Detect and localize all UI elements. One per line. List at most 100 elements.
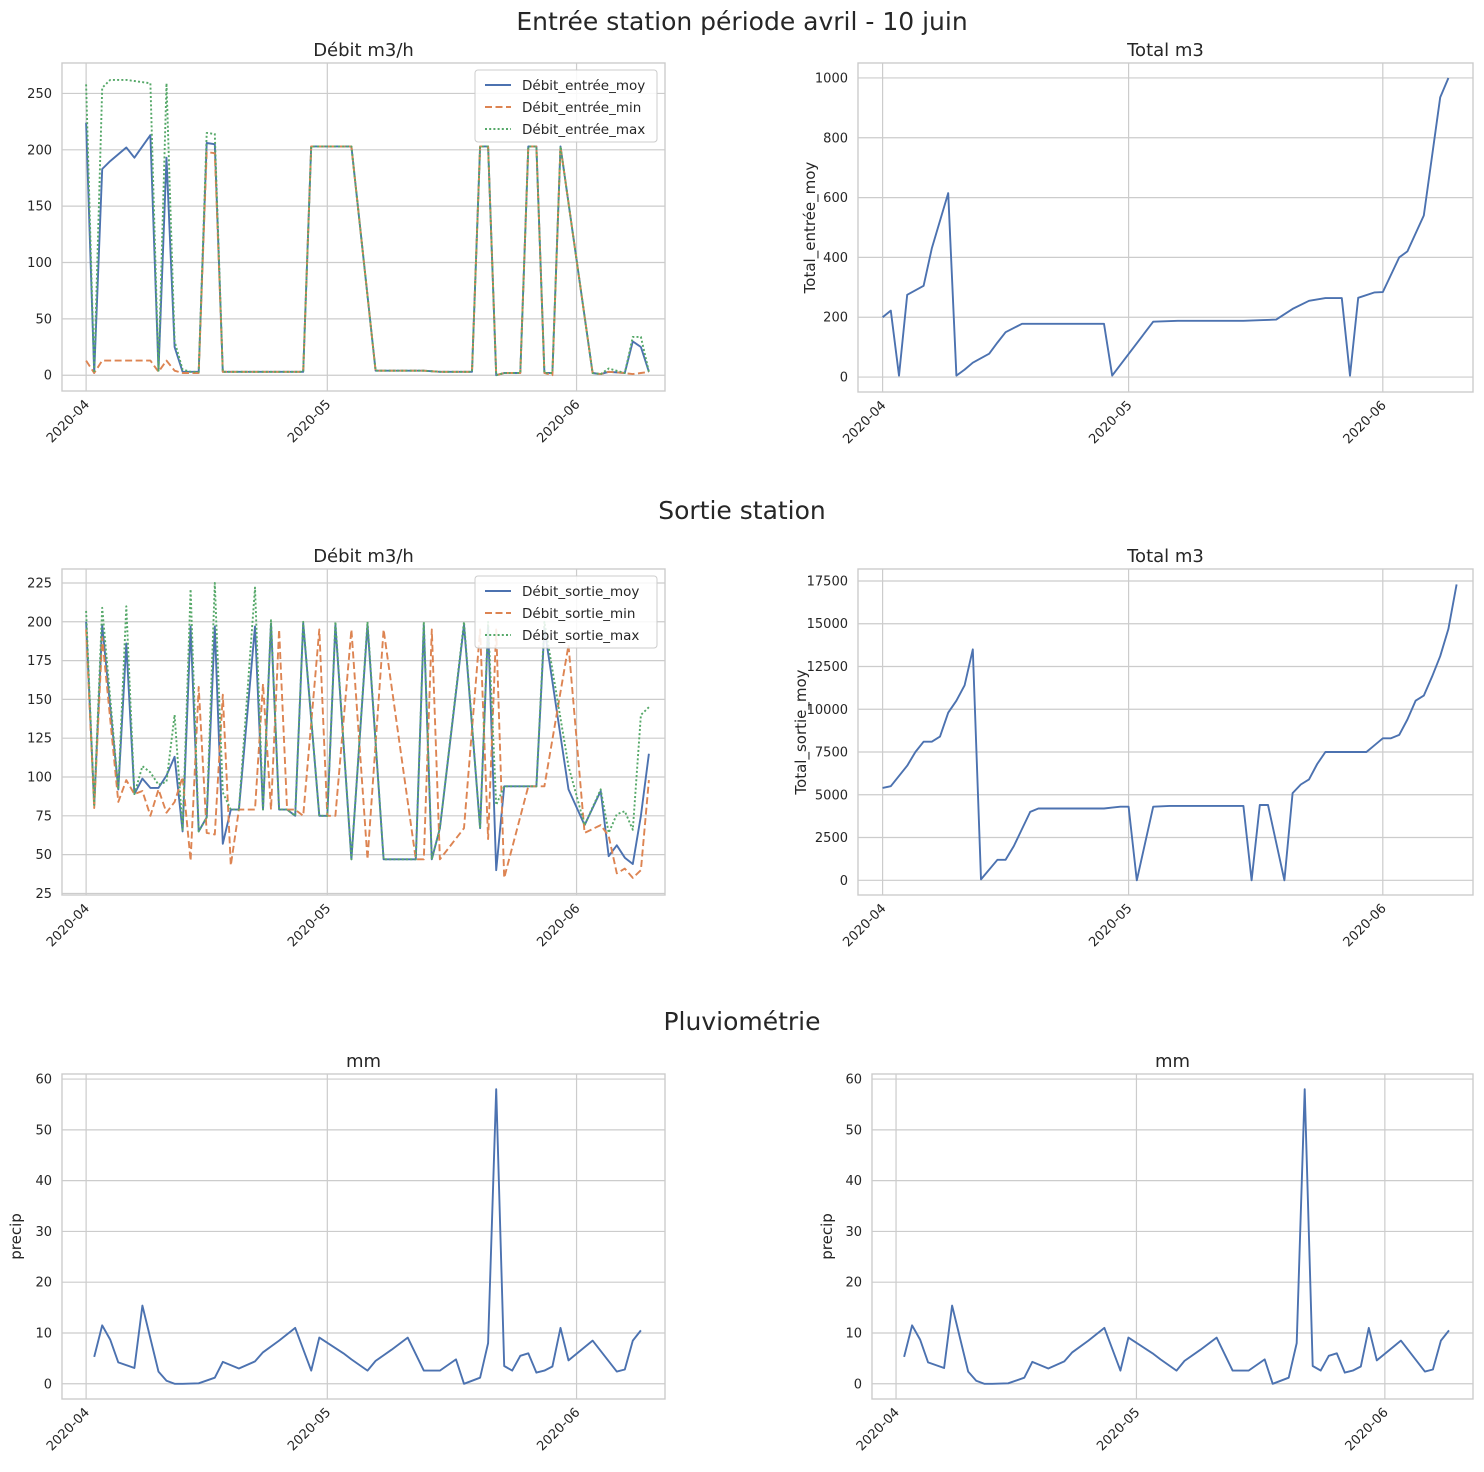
series-line-total [882,77,1450,377]
y-tick-label: 0 [840,874,848,889]
chart-title: Débit m3/h [313,40,414,61]
chart-title: Total m3 [1126,546,1204,567]
y-tick-label: 50 [35,848,52,863]
y-tick-label: 50 [35,1123,52,1138]
y-tick-label: 175 [27,654,52,669]
axes-frame [857,62,1474,393]
y-tick-label: 40 [35,1174,52,1189]
legend-label: Débit_sortie_min [522,606,635,622]
series-line-total [93,1088,642,1385]
x-tick-label: 2020-04 [44,901,93,950]
y-tick-label: 10 [845,1326,862,1341]
y-tick-label: 400 [823,251,848,266]
legend-label: Débit_entrée_max [522,122,645,138]
series-line-d-bit-entr-e-min [85,145,650,377]
axes-frame [61,62,666,392]
y-tick-label: 250 [27,87,52,102]
x-tick-label: 2020-05 [285,1405,334,1454]
y-tick-label: 125 [27,732,52,747]
legend-box [474,575,658,649]
y-tick-label: 60 [845,1073,862,1088]
x-tick-label: 2020-05 [285,397,334,446]
section-title-sortie: Sortie station [658,496,826,525]
axes-frame [871,1073,1474,1400]
x-tick-label: 2020-04 [840,398,889,447]
y-tick-label: 100 [27,771,52,786]
x-tick-label: 2020-05 [1086,901,1135,950]
x-tick-label: 2020-06 [534,1405,583,1454]
y-tick-label: 1000 [815,71,848,86]
series-line-d-bit-sortie-max [85,582,650,861]
legend-label: Débit_entrée_min [522,100,641,116]
x-tick-label: 2020-06 [1343,1405,1392,1454]
y-axis-label: precip [7,1213,25,1260]
y-axis-label: Total_sortie_moy [792,669,811,795]
y-tick-label: 10 [35,1326,52,1341]
x-tick-label: 2020-04 [44,397,93,446]
chart-title: mm [1155,1051,1190,1072]
y-tick-label: 17500 [807,574,848,589]
legend: Débit_entrée_moy Débit_entrée_min Débit_en… [474,69,658,143]
chart-title: Total m3 [1126,40,1204,61]
x-tick-label: 2020-04 [840,901,889,950]
y-tick-label: 0 [44,1377,52,1392]
chart-1: 0 50 100 150 200 250 2020-04 2020-05 2020-06 Débi… [27,40,666,446]
chart-3: 25 50 75 100 125 150 175 200 225 2020-04 2020-05 20… [27,546,666,950]
y-tick-label: 2500 [815,831,848,846]
y-tick-label: 20 [845,1276,862,1291]
y-tick-label: 20 [35,1276,52,1291]
x-tick-label: 2020-04 [854,1405,903,1454]
y-tick-label: 10000 [807,703,848,718]
y-tick-label: 12500 [807,660,848,675]
series-line-total [903,1088,1450,1385]
series-line-d-bit-sortie-moy [85,621,650,872]
y-tick-label: 25 [35,887,52,902]
chart-2: 0 200 400 600 800 1000 2020-04 2020-05 2020-06 To… [801,40,1474,447]
y-tick-label: 15000 [807,617,848,632]
y-tick-label: 60 [35,1073,52,1088]
y-axis-label: precip [818,1213,836,1260]
x-tick-label: 2020-05 [285,901,334,950]
legend-box [474,69,658,143]
x-tick-label: 2020-04 [44,1405,93,1454]
y-tick-label: 0 [840,371,848,386]
legend: Débit_sortie_moy Débit_sortie_min Débit_so… [474,575,658,649]
section-title-pluviometrie: Pluviométrie [663,1007,820,1036]
chart-6: 0 10 20 30 40 50 60 2020-04 2020-05 2020-06 mm prec… [818,1051,1474,1454]
y-tick-label: 30 [845,1225,862,1240]
x-tick-label: 2020-06 [534,397,583,446]
y-tick-label: 800 [823,131,848,146]
series-line-total [882,584,1458,882]
y-tick-label: 50 [35,312,52,327]
y-tick-label: 7500 [815,746,848,761]
y-tick-label: 200 [27,143,52,158]
y-tick-label: 100 [27,256,52,271]
axes-frame [61,568,666,896]
y-tick-label: 150 [27,200,52,215]
series-line-d-bit-sortie-min [85,628,650,879]
chart-4: 0 2500 5000 7500 10000 12500 15000 17500 2020-04… [792,546,1474,950]
y-axis-label: Total_entrée_moy [801,162,820,295]
y-tick-label: 600 [823,191,848,206]
legend-label: Débit_sortie_moy [522,584,639,600]
chart-5: 0 10 20 30 40 50 60 2020-04 2020-05 2020-06 mm prec… [7,1051,666,1454]
y-tick-label: 0 [44,369,52,384]
y-tick-label: 75 [35,809,52,824]
x-tick-label: 2020-06 [534,901,583,950]
chart-title: mm [346,1051,381,1072]
axes-frame [61,1073,666,1400]
y-tick-label: 30 [35,1225,52,1240]
y-tick-label: 50 [845,1123,862,1138]
x-tick-label: 2020-06 [1341,398,1390,447]
y-tick-label: 0 [854,1377,862,1392]
section-title-entree: Entrée station période avril - 10 juin [516,7,967,36]
y-tick-label: 5000 [815,788,848,803]
axes-frame [857,568,1474,896]
chart-title: Débit m3/h [313,546,414,567]
y-tick-label: 200 [823,311,848,326]
y-tick-label: 225 [27,576,52,591]
y-tick-label: 200 [27,615,52,630]
series-line-d-bit-entr-e-moy [85,122,650,377]
legend-label: Débit_entrée_moy [522,78,645,94]
